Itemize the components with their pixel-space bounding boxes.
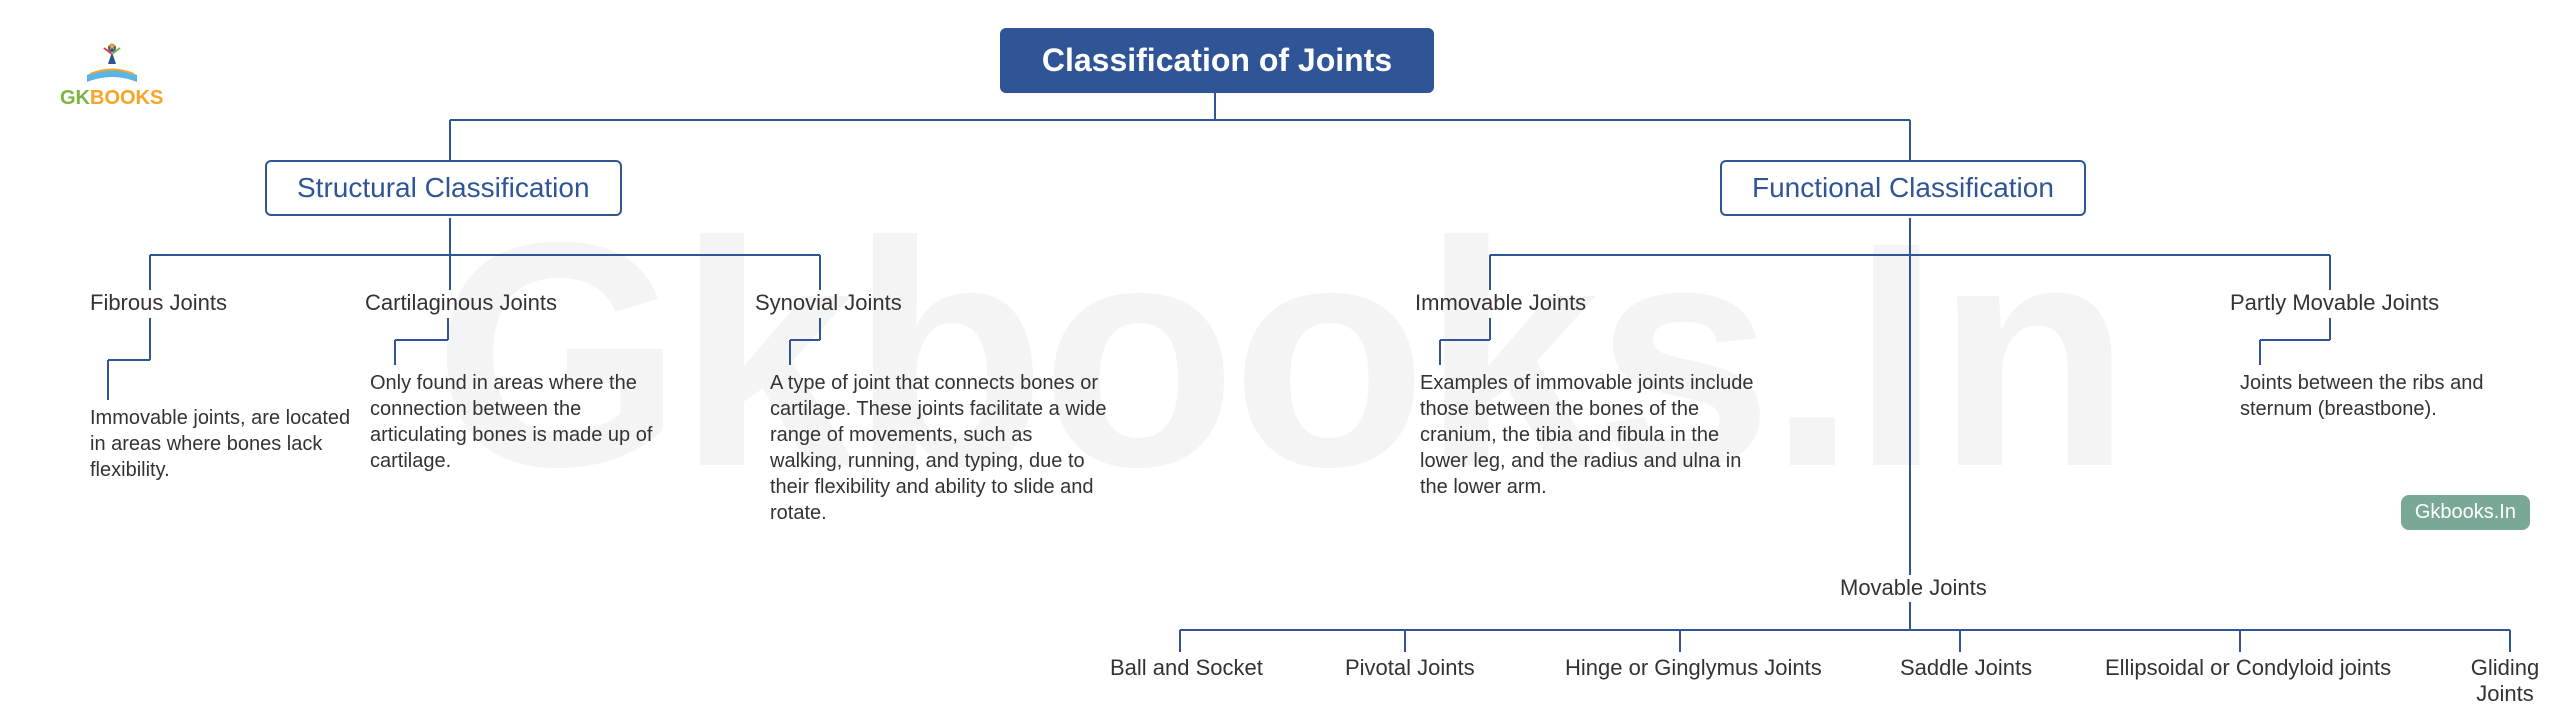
desc-partly-movable: Joints between the ribs and sternum (bre… xyxy=(2240,370,2530,422)
connectors xyxy=(0,0,2560,707)
logo: GKBOOKS xyxy=(60,40,163,110)
desc-fibrous: Immovable joints, are located in areas w… xyxy=(90,405,360,483)
desc-immovable: Examples of immovable joints include tho… xyxy=(1420,370,1760,500)
leaf-synovial: Synovial Joints xyxy=(755,290,902,316)
desc-synovial: A type of joint that connects bones or c… xyxy=(770,370,1110,526)
leaf-cartilaginous: Cartilaginous Joints xyxy=(365,290,557,316)
branch-functional: Functional Classification xyxy=(1720,160,2086,216)
source-badge: Gkbooks.In xyxy=(2401,495,2530,530)
sub-gliding: Gliding Joints xyxy=(2450,655,2560,707)
leaf-movable: Movable Joints xyxy=(1840,575,1987,601)
branch-structural: Structural Classification xyxy=(265,160,622,216)
sub-saddle: Saddle Joints xyxy=(1900,655,2032,681)
leaf-fibrous: Fibrous Joints xyxy=(90,290,227,316)
sub-ellipsoidal: Ellipsoidal or Condyloid joints xyxy=(2105,655,2391,681)
sub-hinge: Hinge or Ginglymus Joints xyxy=(1565,655,1822,681)
leaf-immovable: Immovable Joints xyxy=(1415,290,1586,316)
sub-ball-socket: Ball and Socket xyxy=(1110,655,1263,681)
leaf-partly-movable: Partly Movable Joints xyxy=(2230,290,2439,316)
desc-cartilaginous: Only found in areas where the connection… xyxy=(370,370,670,474)
sub-pivotal: Pivotal Joints xyxy=(1345,655,1475,681)
root-node: Classification of Joints xyxy=(1000,28,1434,93)
diagram: Classification of Joints Structural Clas… xyxy=(0,0,2560,707)
